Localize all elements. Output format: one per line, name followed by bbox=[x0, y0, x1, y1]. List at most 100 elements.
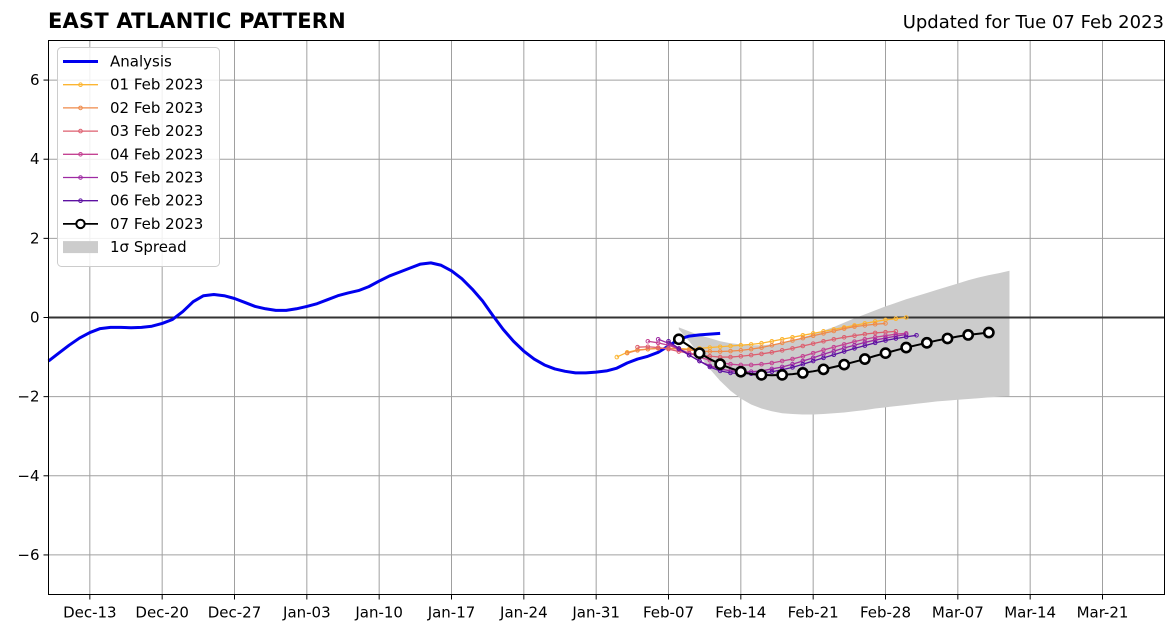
data-point bbox=[841, 349, 847, 354]
data-point bbox=[872, 330, 878, 336]
data-point bbox=[707, 364, 713, 370]
y-tick-label: 2 bbox=[30, 229, 40, 247]
x-tick-label: Mar-07 bbox=[932, 604, 984, 622]
data-point bbox=[810, 333, 816, 339]
data-point bbox=[748, 362, 754, 368]
data-point bbox=[759, 361, 764, 367]
data-point bbox=[872, 334, 878, 340]
x-tick-label: Jan-31 bbox=[571, 604, 620, 622]
data-point bbox=[728, 361, 733, 367]
data-point bbox=[755, 368, 768, 381]
legend-label: Analysis bbox=[110, 53, 172, 71]
series-analysis-line bbox=[47, 261, 721, 375]
data-point bbox=[810, 358, 816, 364]
chart-title: EAST ATLANTIC PATTERN bbox=[48, 9, 346, 33]
data-point bbox=[655, 345, 661, 350]
data-point bbox=[862, 323, 868, 328]
y-axis: 6 4 2 0 −2 −4 −6 bbox=[17, 71, 49, 564]
legend-box bbox=[57, 47, 220, 267]
data-point bbox=[748, 352, 754, 358]
data-point bbox=[645, 344, 651, 350]
data-point bbox=[810, 350, 816, 356]
data-point bbox=[790, 338, 795, 343]
data-point bbox=[748, 342, 754, 347]
x-tick-label: Dec-27 bbox=[208, 604, 262, 622]
data-point bbox=[852, 333, 857, 339]
legend-item: 04 Feb 2023 bbox=[63, 145, 203, 163]
data-point bbox=[800, 353, 806, 359]
data-point bbox=[655, 336, 661, 342]
data-point bbox=[821, 355, 826, 361]
data-point bbox=[779, 358, 785, 364]
data-point bbox=[817, 363, 830, 376]
legend-item: 05 Feb 2023 bbox=[63, 169, 203, 187]
x-tick-label: Dec-13 bbox=[63, 604, 117, 622]
data-point bbox=[796, 366, 809, 379]
data-point bbox=[790, 356, 795, 362]
data-point bbox=[883, 338, 888, 343]
data-point bbox=[645, 338, 651, 344]
legend-item: 01 Feb 2023 bbox=[63, 76, 203, 94]
data-point bbox=[831, 328, 837, 334]
legend-marker bbox=[78, 175, 83, 180]
legend-item: 03 Feb 2023 bbox=[63, 122, 203, 140]
data-point bbox=[893, 336, 899, 341]
legend-marker bbox=[78, 82, 83, 87]
data-point bbox=[862, 343, 868, 348]
data-point bbox=[738, 348, 744, 353]
x-axis: Dec-13 Dec-20 Dec-27 Jan-03 Jan-10 Jan-17 Jan-… bbox=[63, 594, 1128, 622]
data-point bbox=[800, 335, 806, 341]
x-tick-label: Feb-28 bbox=[860, 604, 911, 622]
legend-item: 02 Feb 2023 bbox=[63, 99, 203, 117]
y-tick-label: 6 bbox=[30, 71, 40, 89]
data-point bbox=[717, 344, 723, 350]
data-point bbox=[779, 364, 785, 370]
data-point bbox=[693, 347, 706, 360]
data-point bbox=[738, 342, 744, 348]
data-point bbox=[941, 332, 954, 345]
data-point bbox=[841, 326, 847, 331]
legend-label: 05 Feb 2023 bbox=[110, 169, 203, 187]
data-point bbox=[810, 341, 816, 346]
x-tick-label: Jan-10 bbox=[354, 604, 403, 622]
x-tick-label: Feb-21 bbox=[788, 604, 839, 622]
legend-label: 06 Feb 2023 bbox=[110, 192, 203, 210]
data-point bbox=[831, 336, 837, 342]
series-07-feb-2023 bbox=[672, 326, 995, 381]
data-point bbox=[838, 358, 851, 371]
y-tick-label: 4 bbox=[30, 150, 40, 168]
legend-marker bbox=[78, 128, 83, 134]
data-point bbox=[728, 343, 733, 349]
data-point bbox=[800, 361, 806, 367]
data-point bbox=[769, 342, 775, 348]
data-point bbox=[900, 341, 913, 354]
x-tick-label: Feb-14 bbox=[715, 604, 766, 622]
data-point bbox=[769, 366, 775, 372]
data-point bbox=[872, 321, 878, 327]
data-point bbox=[714, 358, 727, 371]
legend-label: 04 Feb 2023 bbox=[110, 145, 203, 163]
data-point bbox=[914, 333, 919, 338]
chart-subtitle: Updated for Tue 07 Feb 2023 bbox=[902, 12, 1164, 33]
y-tick-label: 0 bbox=[30, 309, 40, 327]
data-point bbox=[759, 351, 764, 357]
data-point bbox=[831, 352, 837, 357]
data-point bbox=[872, 337, 878, 343]
data-point bbox=[821, 338, 826, 344]
data-point bbox=[734, 365, 747, 378]
data-point bbox=[707, 349, 713, 354]
data-point bbox=[883, 321, 888, 326]
data-point bbox=[841, 334, 847, 340]
data-point bbox=[903, 334, 909, 340]
data-point bbox=[769, 369, 775, 375]
x-tick-label: Jan-03 bbox=[282, 604, 331, 622]
data-point bbox=[759, 340, 764, 346]
data-point bbox=[893, 316, 899, 321]
data-point bbox=[962, 329, 975, 341]
legend-item: 1σ Spread bbox=[63, 238, 187, 256]
data-point bbox=[893, 329, 899, 334]
data-point bbox=[879, 347, 892, 360]
data-point bbox=[738, 353, 744, 359]
data-point bbox=[728, 370, 733, 376]
y-tick-label: −4 bbox=[17, 467, 39, 485]
